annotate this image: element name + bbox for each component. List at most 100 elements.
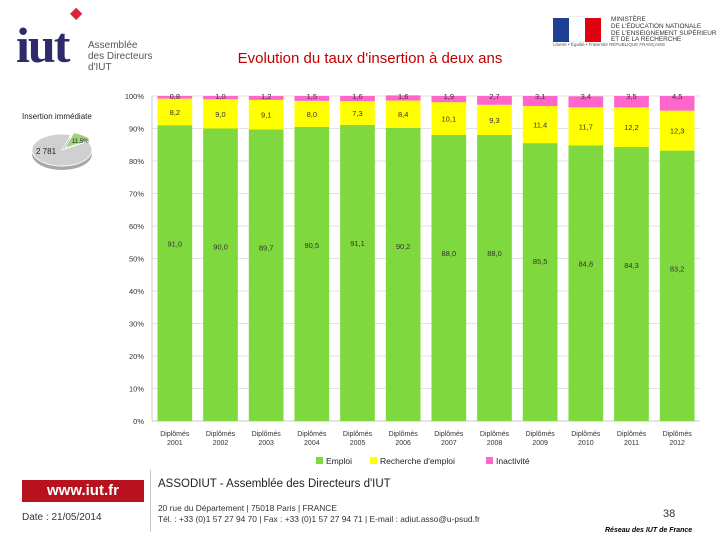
- x-tick-label-year: 2008: [487, 440, 503, 447]
- data-label-recherche: 8,2: [170, 108, 180, 117]
- x-tick-label: Diplômés: [343, 431, 373, 438]
- bar-segment: [248, 129, 284, 421]
- x-tick-label: Diplômés: [297, 431, 327, 438]
- bar-segment: [203, 99, 238, 129]
- legend-label: Recherche d'emploi: [380, 456, 455, 466]
- data-label-inactivite: 3,4: [581, 92, 591, 101]
- chart-legend: Emploi Recherche d'emploi Inactivité: [316, 456, 530, 466]
- contact-line: Tél. : +33 (0)1 57 27 94 70 | Fax : +33 …: [158, 514, 480, 524]
- bar-segment: [477, 135, 512, 421]
- bar-segment: [157, 98, 193, 126]
- slide-date: Date : 21/05/2014: [22, 512, 102, 523]
- bar-segment: [568, 96, 604, 108]
- bar-segment: [340, 124, 375, 422]
- bar-segment: [522, 96, 558, 107]
- bar-segment: [157, 125, 193, 421]
- network-tagline: Réseau des IUT de France: [605, 527, 693, 534]
- bar-segment: [522, 143, 558, 421]
- y-tick-label: 40%: [129, 287, 144, 296]
- contact-address: 20 rue du Département | 75018 Paris | FR…: [158, 503, 480, 525]
- data-label-emploi: 91,1: [350, 239, 365, 248]
- bar-segment: [659, 110, 695, 151]
- french-flag-icon: [553, 16, 603, 46]
- chart-bars: [157, 95, 695, 422]
- logo-subtitle-line: d'IUT: [88, 62, 112, 73]
- bar-segment: [157, 96, 193, 99]
- x-tick-label-year: 2012: [669, 440, 685, 447]
- bar-segment: [477, 96, 512, 105]
- data-label-inactivite: 1,2: [261, 92, 271, 101]
- y-tick-label: 30%: [129, 320, 144, 329]
- bar-segment: [568, 107, 604, 146]
- data-label-recherche: 9,1: [261, 111, 271, 120]
- data-label-inactivite: 1,6: [398, 92, 408, 101]
- x-tick-label-year: 2011: [624, 440, 639, 447]
- data-label-emploi: 84,8: [579, 259, 594, 268]
- x-tick-label: Diplômés: [252, 431, 282, 438]
- y-tick-label: 70%: [129, 190, 144, 199]
- data-label-inactivite: 3,1: [535, 92, 545, 101]
- stacked-bar-chart: 0% 10% 20% 30% 40% 50% 60% 70% 80% 90% 100% 91,0 8,…: [125, 92, 700, 466]
- logo-dot-icon: ◆: [70, 5, 83, 22]
- data-label-emploi: 91,0: [168, 239, 183, 248]
- data-label-inactivite: 1,0: [215, 92, 225, 101]
- data-label-emploi: 89,7: [259, 243, 274, 252]
- data-label-emploi: 84,3: [624, 261, 639, 270]
- bar-segment: [522, 106, 558, 144]
- bar-segment: [614, 147, 649, 421]
- bar-segment: [248, 96, 284, 100]
- logo-subtitle-line: Assemblée: [88, 40, 138, 51]
- data-label-inactivite: 1,6: [352, 92, 362, 101]
- bar-segment: [385, 127, 421, 421]
- y-tick-label: 0%: [133, 417, 144, 426]
- bar-segment: [659, 150, 695, 421]
- data-label-emploi: 90,5: [305, 241, 320, 250]
- x-tick-label: Diplômés: [434, 431, 464, 438]
- x-tick-label-year: 2010: [578, 440, 594, 447]
- data-label-inactivite: 1,5: [307, 92, 317, 101]
- pie-label-large: 2 781: [36, 147, 57, 156]
- bar-segment: [659, 96, 695, 111]
- y-tick-label: 100%: [125, 92, 145, 101]
- bar-segment: [340, 101, 375, 125]
- bar-segment: [477, 104, 512, 135]
- bar-segment: [385, 95, 421, 101]
- logo-subtitle-line: des Directeurs: [88, 51, 153, 62]
- y-tick-label: 60%: [129, 222, 144, 231]
- organization-name: ASSODIUT - Assemblée des Directeurs d'IU…: [158, 478, 391, 490]
- legend-swatch: [316, 457, 323, 464]
- legend-label: Inactivité: [496, 456, 530, 466]
- page-number: 38: [663, 508, 676, 520]
- bar-segment: [340, 96, 375, 102]
- x-tick-label-year: 2003: [258, 440, 274, 447]
- chart-data-labels: 91,0 8,2 0,8 90,0 9,0 1,0 89,7 9,1 1,2 90,5 8,0 1,5…: [168, 92, 685, 274]
- y-tick-label: 80%: [129, 157, 144, 166]
- y-tick-label: 50%: [129, 255, 144, 264]
- ministry-line: DE L'ÉDUCATION NATIONALE: [611, 22, 702, 30]
- x-tick-label-year: 2007: [441, 440, 457, 447]
- inset-pie: 2 781 11,5%: [31, 132, 93, 170]
- x-tick-label-year: 2001: [167, 440, 183, 447]
- data-label-recherche: 8,4: [398, 110, 408, 119]
- x-tick-label: Diplômés: [571, 431, 601, 438]
- x-tick-label-year: 2005: [350, 440, 366, 447]
- address-line: 20 rue du Département | 75018 Paris | FR…: [158, 503, 337, 513]
- iut-logo: ◆ iut Assemblée des Directeurs d'IUT: [12, 2, 152, 82]
- x-tick-label: Diplômés: [480, 431, 510, 438]
- ministry-name: MINISTÈRE DE L'ÉDUCATION NATIONALE DE L'…: [611, 16, 717, 44]
- data-label-recherche: 10,1: [442, 115, 457, 124]
- website-link[interactable]: www.iut.fr: [22, 480, 144, 502]
- data-label-inactivite: 2,7: [489, 92, 499, 101]
- bar-segment: [203, 128, 238, 421]
- data-label-emploi: 90,2: [396, 242, 411, 251]
- bar-segment: [294, 100, 330, 127]
- bar-segment: [203, 96, 238, 100]
- x-tick-label: Diplômés: [160, 431, 190, 438]
- bar-segment: [568, 145, 604, 421]
- data-label-inactivite: 3,5: [626, 92, 636, 101]
- data-label-recherche: 11,4: [533, 121, 547, 130]
- data-label-emploi: 90,0: [213, 243, 228, 252]
- logo-text: iut: [16, 17, 70, 73]
- data-label-recherche: 7,3: [352, 109, 362, 118]
- x-tick-label: Diplômés: [617, 431, 647, 438]
